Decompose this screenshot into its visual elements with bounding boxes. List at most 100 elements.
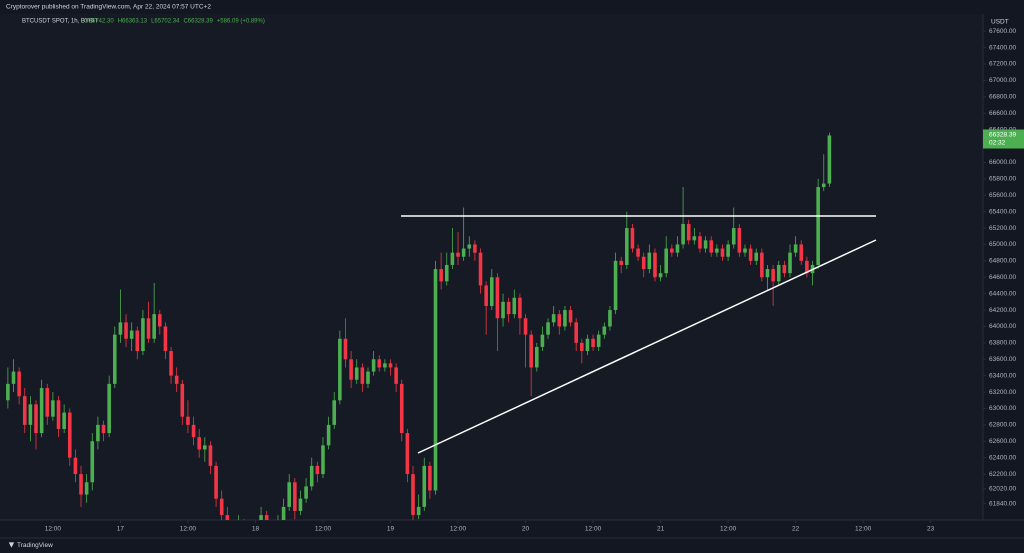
candle-body: [805, 260, 809, 274]
candle-body: [39, 387, 44, 434]
currency: USDT: [991, 19, 1009, 26]
candle-body: [596, 334, 601, 347]
candle-body: [765, 269, 770, 278]
x-tick-label: 23: [927, 526, 935, 533]
candle-body: [383, 363, 387, 368]
candle-body: [793, 244, 798, 253]
y-tick-label: 65600.00: [989, 192, 1016, 199]
candle-body: [681, 223, 685, 245]
candle-body: [129, 330, 134, 339]
y-tick-label: 65800.00: [989, 176, 1016, 183]
candle-body: [782, 264, 787, 274]
candle-body: [484, 285, 488, 306]
candle-body: [62, 412, 66, 429]
candle-body: [664, 248, 669, 274]
candle-body: [743, 248, 747, 253]
y-tick-label: 63800.00: [989, 340, 1016, 347]
candle-body: [799, 244, 804, 261]
candle-body: [827, 135, 832, 184]
candle-body: [146, 318, 151, 339]
price-tag-label: 66328.39: [989, 132, 1016, 139]
candle-body: [641, 256, 646, 270]
candle-body: [489, 277, 494, 306]
candle-body: [776, 264, 781, 282]
x-axis: 12:00 17 12:00 18 12:00 19 12:00 20 12:00 21 12:00…: [45, 520, 935, 533]
candle-body: [821, 183, 826, 188]
candle-body: [461, 248, 466, 257]
candle-body: [771, 269, 775, 282]
candle-body: [428, 465, 432, 491]
candle-body: [444, 264, 449, 282]
legend: O65742.30 H66363.13 L65702.34 C66328.39 +586…: [84, 19, 265, 25]
candle-body: [51, 400, 55, 417]
candle-body: [79, 474, 83, 495]
y-tick-label: 62800.00: [989, 422, 1016, 429]
y-tick-label: 62020.00: [989, 486, 1016, 493]
candle-body: [197, 437, 201, 450]
candle-body: [709, 240, 714, 253]
y-tick-label: 63400.00: [989, 372, 1016, 379]
candle-body: [22, 396, 27, 425]
candle-body: [203, 445, 207, 450]
y-tick-label: 66000.00: [989, 159, 1016, 166]
candle-body: [580, 342, 584, 352]
candle-body: [186, 416, 190, 425]
candle-body: [625, 228, 629, 265]
candle-body: [219, 498, 224, 516]
candle-body: [512, 297, 517, 315]
y-tick-label: 64800.00: [989, 258, 1016, 265]
candle-body: [546, 322, 550, 335]
candle-body: [96, 424, 100, 442]
x-tick-label: 12:00: [315, 526, 332, 533]
price-tag: [983, 129, 1024, 149]
candle-body: [715, 248, 719, 253]
countdown: 02:32: [989, 140, 1006, 147]
legend-value: C66328.39: [183, 19, 213, 25]
candle-body: [17, 371, 21, 397]
candle-body: [191, 424, 196, 438]
trend-line: [417, 239, 877, 454]
y-tick-label: 63200.00: [989, 389, 1016, 396]
candle-body: [506, 301, 511, 315]
candle-body: [309, 465, 314, 487]
candle-body: [124, 322, 128, 339]
candle-body: [703, 240, 708, 249]
candle-body: [754, 252, 759, 261]
x-tick-label: 12:00: [450, 526, 467, 533]
x-tick-label: 12:00: [180, 526, 197, 533]
candle-body: [737, 228, 742, 253]
y-tick-label: 67600.00: [989, 28, 1016, 35]
candle-body: [34, 404, 38, 434]
candle-body: [816, 187, 820, 265]
candle-body: [343, 338, 348, 360]
candle-body: [135, 330, 140, 352]
candle-body: [326, 424, 331, 446]
candle-body: [653, 252, 657, 278]
y-tick-label: 62600.00: [989, 438, 1016, 445]
y-tick-label: 65000.00: [989, 241, 1016, 248]
candle-body: [585, 338, 590, 352]
candle-body: [158, 314, 162, 327]
y-tick-label: 64400.00: [989, 290, 1016, 297]
y-tick-label: 67000.00: [989, 77, 1016, 84]
candle-body: [416, 506, 421, 516]
candle-body: [478, 252, 483, 286]
x-tick-label: 22: [792, 526, 800, 533]
candle-body: [518, 297, 522, 319]
candle-body: [495, 277, 500, 319]
candle-body: [411, 474, 415, 516]
x-tick-label: 18: [252, 526, 260, 533]
candle-body: [591, 338, 595, 347]
candle-body: [225, 515, 230, 520]
candle-body: [630, 228, 635, 249]
candle-body: [450, 252, 455, 265]
candle-body: [788, 252, 792, 274]
candle-body: [523, 318, 528, 335]
candle-body: [304, 486, 308, 499]
candle-body: [360, 367, 365, 384]
symbol: BTCUSDT SPOT, 1h, BYBIT: [22, 19, 99, 25]
candle-body: [45, 387, 50, 417]
candle-body: [670, 248, 674, 253]
